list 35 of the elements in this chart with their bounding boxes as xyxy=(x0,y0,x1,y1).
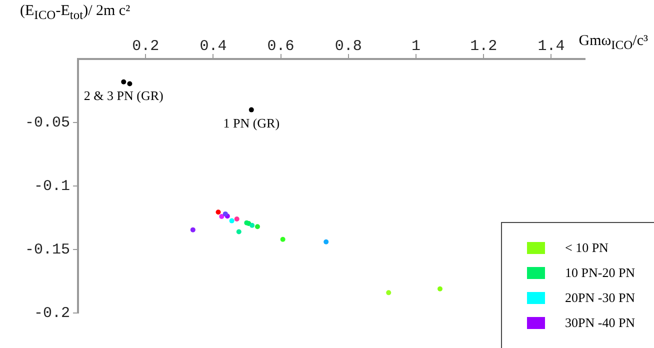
x-tick-label: 0.6 xyxy=(267,38,294,55)
point xyxy=(216,210,221,215)
annotation: 1 PN (GR) xyxy=(223,116,280,131)
point xyxy=(254,224,260,230)
point xyxy=(280,236,286,242)
x-tick-label: 1.2 xyxy=(470,38,498,55)
point xyxy=(234,216,240,222)
point xyxy=(127,81,132,86)
x-tick-label: 1.4 xyxy=(538,38,565,55)
point xyxy=(121,79,126,84)
point xyxy=(248,107,254,112)
point xyxy=(190,227,196,232)
x-tick-label: 0.8 xyxy=(334,38,362,55)
y-axis-title: (E$_{ICO}$-E$_{tot}$)/ 2m c² xyxy=(20,3,130,23)
legend-label: < 10 PN xyxy=(565,240,608,256)
y-tick-label: -0.1 xyxy=(34,178,70,195)
point xyxy=(438,286,442,292)
x-axis-title: Gmω$_{ICO}$/c³ xyxy=(578,33,648,53)
point xyxy=(229,218,234,224)
point xyxy=(236,229,242,234)
x-tick-label: 0.2 xyxy=(132,38,160,55)
point xyxy=(222,211,228,216)
legend-label: 10 PN-20 PN xyxy=(565,264,636,280)
annotation: 2 & 3 PN (GR) xyxy=(84,88,164,103)
point xyxy=(324,239,329,244)
x-tick-label: 0.4 xyxy=(200,38,227,55)
y-tick-label: -0.15 xyxy=(24,241,70,258)
point xyxy=(250,222,255,228)
legend-label: 30PN -40 PN xyxy=(565,314,636,330)
point xyxy=(219,214,224,219)
legend-label: 20PN -30 PN xyxy=(565,290,636,306)
y-tick-label: -0.05 xyxy=(24,114,70,132)
x-tick-label: 1 xyxy=(411,38,421,55)
point xyxy=(386,290,392,296)
y-tick-label: -0.2 xyxy=(34,304,70,322)
